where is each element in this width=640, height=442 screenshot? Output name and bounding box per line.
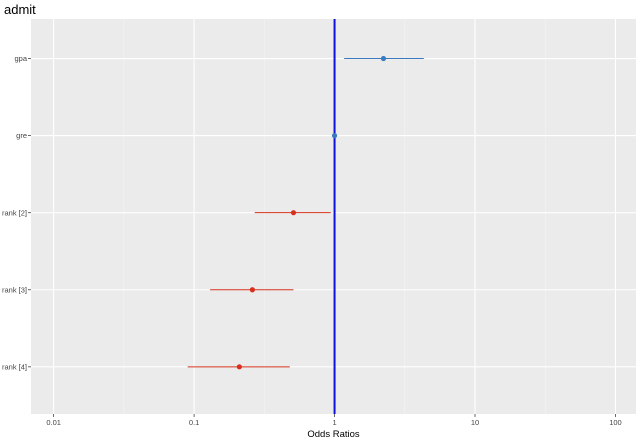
estimate-point: [290, 210, 297, 216]
y-tick-label: gre: [16, 131, 27, 140]
x-axis-labels: 0.01 0.1 1 10 100: [46, 414, 622, 427]
y-tick-label: rank [4]: [2, 362, 27, 371]
y-axis-labels: gpa gre rank [2] rank [3] rank [4]: [2, 54, 31, 371]
y-tick-label: rank [2]: [2, 208, 27, 217]
plot-panel: [31, 19, 636, 414]
chart-title: admit: [4, 2, 36, 17]
estimate-point: [236, 364, 242, 370]
y-tick-label: rank [3]: [2, 285, 27, 294]
x-tick-label: 1: [332, 418, 336, 427]
estimate-point: [331, 133, 338, 139]
x-tick-label: 0.01: [46, 418, 61, 427]
x-axis-title: Odds Ratios: [307, 429, 360, 440]
x-tick-label: 0.1: [189, 418, 199, 427]
data-marks: [187, 55, 424, 370]
x-tick-label: 100: [609, 418, 622, 427]
estimate-point: [380, 55, 387, 62]
estimate-point: [249, 287, 255, 293]
y-tick-label: gpa: [14, 54, 27, 63]
x-tick-label: 10: [471, 418, 479, 427]
